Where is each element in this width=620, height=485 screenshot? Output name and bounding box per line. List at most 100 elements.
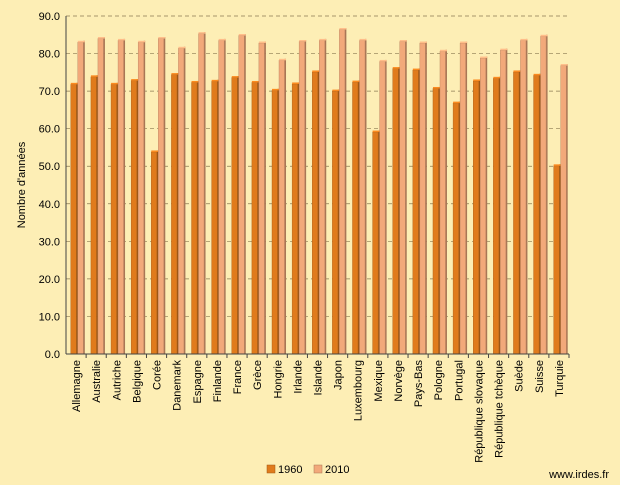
x-tick-label: Luxembourg — [353, 360, 365, 421]
bar-top-1960-14 — [352, 80, 360, 83]
bar-top-1960-5 — [171, 73, 179, 75]
bar-side-2010-23 — [546, 34, 548, 354]
bar-top-2010-6 — [198, 32, 206, 34]
bar-top-2010-10 — [279, 58, 287, 61]
bar-2010-Grèce — [258, 42, 265, 355]
bar-1960-Suisse — [533, 75, 540, 355]
bar-1960-Finlande — [211, 81, 218, 355]
legend-label-1960: 1960 — [278, 464, 302, 476]
bar-2010-Australie — [97, 38, 104, 355]
bar-2010-Norvège — [399, 41, 406, 355]
bar-top-1960-12 — [312, 70, 320, 72]
bar-2010-Belgique — [137, 42, 144, 355]
bar-2010-Islande — [319, 40, 325, 355]
y-tick-label: 10.0 — [39, 311, 60, 323]
bar-side-1960-9 — [257, 80, 259, 355]
x-tick-label: République slovaque — [473, 360, 485, 463]
x-tick-label: Japon — [333, 360, 345, 390]
bar-1960-Islande — [312, 71, 318, 355]
bar-1960-Allemagne — [70, 84, 77, 355]
bar-1960-République slovaque — [473, 80, 479, 355]
bar-2010-Pays-Bas — [419, 42, 426, 355]
bar-2010-Allemagne — [77, 42, 84, 355]
axes — [65, 16, 570, 358]
bar-side-2010-8 — [244, 34, 246, 354]
bar-side-1960-3 — [136, 79, 139, 355]
bar-side-2010-9 — [264, 41, 266, 354]
bar-1960-Suède — [513, 71, 520, 355]
bar-side-1960-13 — [337, 89, 340, 354]
bar-side-2010-11 — [304, 40, 307, 354]
bar-1960-Danemark — [171, 74, 178, 355]
bar-top-2010-11 — [299, 40, 307, 42]
y-tick-label: 0.0 — [45, 349, 60, 361]
bar-1960-Norvège — [392, 68, 399, 355]
bar-side-2010-17 — [425, 41, 427, 354]
x-tick-label: Norvège — [393, 360, 405, 402]
bar-top-2010-13 — [339, 28, 347, 30]
bar-side-1960-11 — [297, 82, 300, 354]
bar-1960-Pologne — [432, 88, 439, 355]
bar-1960-Belgique — [130, 80, 137, 355]
bar-1960-Autriche — [110, 84, 117, 355]
y-tick-label: 70.0 — [39, 86, 60, 98]
x-tick-label: Espagne — [192, 360, 204, 403]
x-tick-label: Corée — [152, 360, 164, 390]
bar-side-1960-0 — [76, 82, 78, 355]
bar-top-2010-16 — [399, 40, 407, 42]
x-tick-labels: Allemagne Australie Autriche Belgique Corée D… — [71, 360, 566, 463]
bar-top-1960-16 — [392, 67, 400, 69]
bar-1960-Portugal — [452, 102, 459, 355]
bar-top-2010-15 — [379, 59, 387, 62]
y-tick-label: 20.0 — [39, 274, 60, 286]
bar-top-1960-9 — [251, 80, 259, 83]
x-tick-label: Irlande — [292, 360, 304, 394]
bar-top-1960-4 — [151, 150, 159, 152]
bar-side-1960-18 — [438, 86, 440, 354]
bar-top-2010-23 — [540, 34, 548, 37]
x-tick-label: Suède — [514, 360, 526, 392]
bar-top-1960-13 — [332, 89, 340, 92]
y-tick-label: 80.0 — [39, 49, 60, 61]
bar-1960-Irlande — [291, 83, 298, 355]
bar-top-1960-23 — [533, 73, 541, 76]
bar-2010-Suède — [520, 40, 527, 355]
bar-2010-Portugal — [459, 42, 466, 355]
bar-side-2010-13 — [344, 28, 347, 355]
x-tick-label: Pologne — [433, 360, 445, 400]
bar-side-2010-16 — [405, 40, 407, 354]
bar-side-1960-19 — [458, 101, 461, 354]
bar-top-2010-18 — [439, 49, 447, 52]
bar-top-2010-21 — [500, 48, 508, 51]
bar-side-2010-6 — [204, 32, 206, 354]
bar-top-1960-18 — [432, 86, 440, 89]
bar-side-2010-1 — [103, 37, 105, 355]
bar-top-1960-2 — [111, 82, 119, 85]
bar-side-2010-7 — [224, 38, 226, 355]
bar-top-1960-6 — [191, 80, 199, 83]
bars — [70, 28, 568, 355]
bar-2010-France — [238, 35, 245, 355]
bar-1960-Mexique — [372, 131, 379, 355]
bar-top-2010-5 — [178, 46, 186, 49]
bar-top-2010-8 — [238, 34, 246, 36]
bar-top-2010-4 — [158, 37, 166, 39]
x-tick-label: Belgique — [131, 360, 143, 403]
bar-top-1960-1 — [90, 75, 98, 77]
y-tick-label: 40.0 — [39, 199, 60, 211]
bar-side-1960-23 — [539, 73, 541, 355]
bar-top-1960-8 — [231, 76, 239, 78]
bar-side-1960-16 — [398, 67, 400, 355]
bar-2010-Danemark — [178, 48, 185, 355]
bar-side-2010-20 — [485, 56, 488, 354]
bar-top-2010-1 — [97, 37, 105, 39]
bar-top-2010-9 — [258, 41, 266, 44]
x-tick-label: Hongrie — [272, 360, 284, 399]
bar-side-1960-17 — [418, 68, 420, 354]
bar-side-2010-22 — [525, 38, 528, 355]
bar-side-1960-20 — [478, 79, 481, 355]
bar-top-2010-14 — [359, 38, 367, 41]
x-tick-label: Grèce — [252, 360, 264, 390]
